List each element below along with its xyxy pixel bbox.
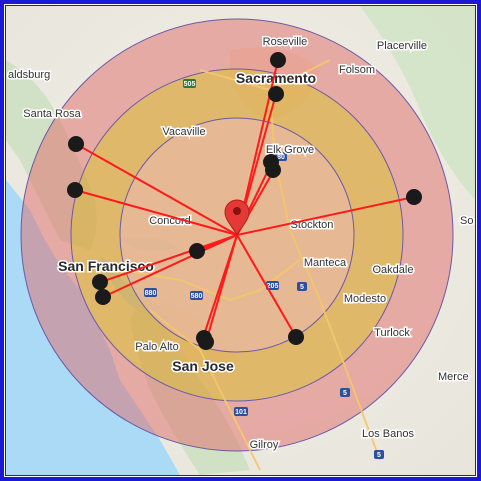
label-san-jose: San Jose bbox=[172, 358, 234, 374]
label-san-francisco: San Francisco bbox=[58, 258, 154, 274]
label-healdsburg: aldsburg bbox=[8, 69, 50, 81]
label-merced: Merce bbox=[438, 371, 469, 383]
point-santa-rosa[interactable] bbox=[68, 136, 84, 152]
label-stockton: Stockton bbox=[291, 219, 334, 231]
highway-5 bbox=[269, 89, 381, 461]
label-modesto: Modesto bbox=[344, 293, 386, 305]
point-concord[interactable] bbox=[189, 243, 205, 259]
line-to-santa-rosa bbox=[75, 143, 238, 236]
shield-5-south: 5 bbox=[340, 388, 350, 397]
label-elk-grove: Elk Grove bbox=[266, 144, 314, 156]
svg-text:80: 80 bbox=[277, 154, 285, 161]
label-gilroy: Gilroy bbox=[250, 439, 279, 451]
highway-101 bbox=[149, 309, 261, 471]
shield-101: 101 bbox=[234, 407, 248, 416]
label-turlock: Turlock bbox=[374, 327, 410, 339]
map-canvas[interactable]: 505 80 205 5 580 880 5 101 5 Roseville P… bbox=[6, 6, 475, 475]
point-elk-grove-2[interactable] bbox=[265, 162, 281, 178]
point-san-francisco-1[interactable] bbox=[92, 274, 108, 290]
highway-580 bbox=[119, 259, 301, 302]
sierra-foothills bbox=[360, 6, 475, 200]
point-roseville[interactable] bbox=[270, 52, 286, 68]
point-petaluma[interactable] bbox=[67, 182, 83, 198]
line-to-sonora bbox=[236, 196, 415, 236]
label-sacramento: Sacramento bbox=[236, 70, 316, 86]
label-folsom: Folsom bbox=[339, 64, 375, 76]
highway-shields: 505 80 205 5 580 880 5 101 5 bbox=[144, 79, 384, 459]
point-san-jose-2[interactable] bbox=[196, 330, 212, 346]
label-palo-alto: Palo Alto bbox=[135, 341, 178, 353]
svg-text:5: 5 bbox=[343, 390, 347, 397]
label-manteca: Manteca bbox=[304, 257, 347, 269]
svg-text:880: 880 bbox=[145, 290, 157, 297]
label-concord: Concord bbox=[149, 215, 191, 227]
center-pin-dot bbox=[233, 207, 241, 215]
point-sonora[interactable] bbox=[406, 189, 422, 205]
line-to-san-jose-2 bbox=[202, 234, 238, 339]
label-roseville: Roseville bbox=[263, 36, 308, 48]
line-to-modesto bbox=[236, 234, 297, 338]
shield-5-far: 5 bbox=[374, 450, 384, 459]
point-sacramento[interactable] bbox=[268, 86, 284, 102]
shield-580: 580 bbox=[190, 291, 203, 300]
line-to-petaluma bbox=[74, 189, 238, 236]
svg-text:5: 5 bbox=[300, 284, 304, 291]
svg-text:101: 101 bbox=[235, 409, 247, 416]
shield-5: 5 bbox=[297, 282, 307, 291]
svg-text:205: 205 bbox=[267, 283, 279, 290]
label-vacaville: Vacaville bbox=[162, 126, 205, 138]
data-points bbox=[67, 52, 422, 350]
label-los-banos: Los Banos bbox=[362, 428, 414, 440]
label-oakdale: Oakdale bbox=[373, 264, 414, 276]
svg-text:580: 580 bbox=[191, 293, 203, 300]
point-modesto[interactable] bbox=[288, 329, 304, 345]
label-santa-rosa: Santa Rosa bbox=[23, 108, 81, 120]
line-to-san-francisco-1 bbox=[100, 234, 238, 283]
svg-text:505: 505 bbox=[184, 81, 196, 88]
point-san-francisco-2[interactable] bbox=[95, 289, 111, 305]
city-labels: Roseville Placerville Folsom aldsburg Sa… bbox=[7, 35, 475, 453]
map-svg: 505 80 205 5 580 880 5 101 5 Roseville P… bbox=[6, 6, 475, 475]
highways bbox=[119, 59, 381, 471]
shield-205: 205 bbox=[266, 281, 279, 290]
line-to-san-francisco-2 bbox=[102, 234, 238, 298]
svg-text:5: 5 bbox=[377, 452, 381, 459]
center-pin-icon[interactable] bbox=[224, 199, 250, 237]
label-placerville: Placerville bbox=[377, 40, 427, 52]
shield-880: 880 bbox=[144, 288, 157, 297]
label-sonora: So bbox=[460, 215, 473, 227]
shield-505: 505 bbox=[183, 79, 196, 88]
